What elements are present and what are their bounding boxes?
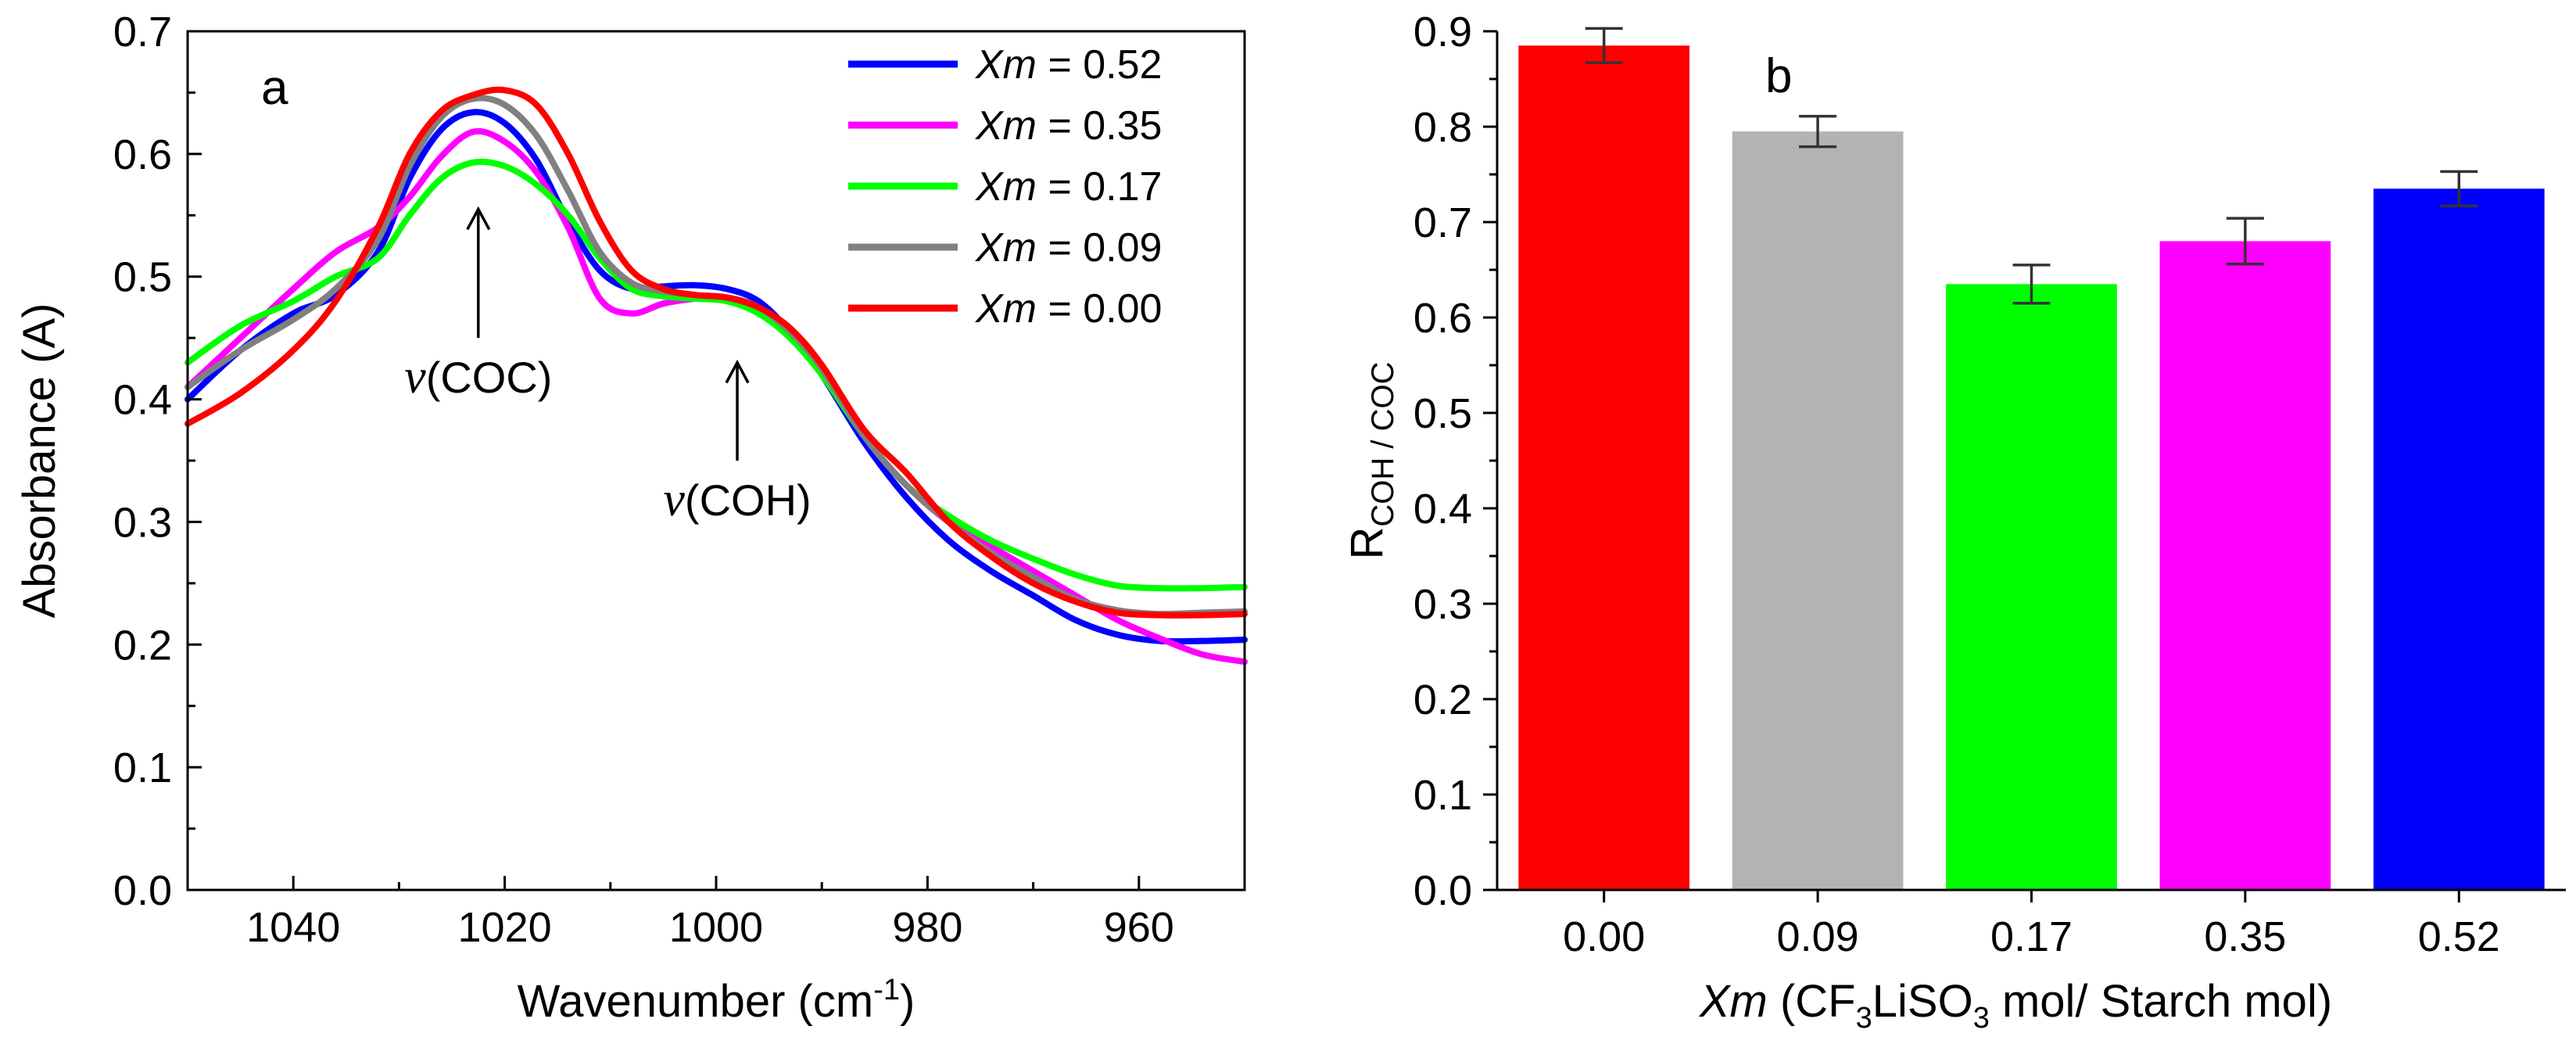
line-series-group: [185, 86, 1248, 666]
y-axis-ticks-b: 0.0 0.1 0.2 0.3 0.4 0.5 0.6 0.7 0.8 0.9: [1413, 9, 1497, 914]
bar-0.17: [1946, 284, 2117, 890]
line-series-0: [185, 109, 1248, 645]
x-tick-label: 1020: [458, 904, 552, 951]
error-bar-group: [1585, 27, 2478, 305]
plot-frame-a: [186, 30, 1246, 892]
legend-a: Xm = 0.52 Xm = 0.35 Xm = 0.17 Xm = 0.09 Xm =…: [848, 42, 1162, 332]
legend-label: Xm = 0.35: [975, 103, 1162, 149]
annotations-a: v(COC) v(COH): [404, 206, 811, 526]
x-tick-label: 0.00: [1563, 913, 1645, 960]
bar-0.00: [1518, 45, 1690, 890]
annotation-label: v(COC): [404, 350, 552, 404]
y-tick-label: 0.4: [113, 377, 172, 424]
bar-group: [1518, 45, 2545, 891]
y-tick-label: 0.1: [1413, 772, 1472, 819]
panel-label-b: b: [1765, 49, 1792, 103]
y-axis-ticks-a: 0.0 0.1 0.2 0.3 0.4 0.5 0.6 0.7: [113, 9, 202, 914]
x-axis-ticks-a: 1040 1020 1000 980 960: [186, 876, 1246, 951]
y-tick-label: 0.5: [1413, 390, 1472, 437]
legend-label: Xm = 0.52: [975, 42, 1162, 88]
y-tick-label: 0.3: [113, 499, 172, 546]
y-axis-title-b: RCOH / COC: [1342, 361, 1400, 559]
annotation-label: v(COH): [663, 473, 811, 526]
line-series-1: [185, 127, 1248, 666]
line-series-2: [185, 158, 1248, 592]
y-tick-label: 0.2: [113, 622, 172, 669]
y-tick-label: 0.7: [1413, 199, 1472, 246]
y-tick-label: 0.1: [113, 744, 172, 791]
y-tick-label: 0.7: [113, 9, 172, 56]
legend-label: Xm = 0.17: [975, 164, 1162, 210]
annotation-arrow-head: [466, 206, 491, 231]
y-tick-label: 0.3: [1413, 581, 1472, 628]
x-axis-ticks-b: 0.00 0.09 0.17 0.35 0.52: [1563, 890, 2500, 960]
x-tick-label: 0.17: [1990, 913, 2073, 960]
panel-a-line-chart: 1040 1020 1000 980 960 0.0 0.1 0.2 0.3 0.4 0.5 0.6…: [14, 9, 1248, 1027]
y-tick-label: 0.6: [1413, 295, 1472, 342]
bar-0.52: [2373, 188, 2545, 891]
x-tick-label: 1040: [246, 904, 340, 951]
x-tick-label: 1000: [669, 904, 763, 951]
x-axis-title-b: Xm (CF3LiSO3 mol/ Starch mol): [1698, 976, 2332, 1035]
bar-0.09: [1732, 131, 1904, 891]
bar-0.35: [2159, 241, 2331, 890]
x-tick-label: 0.09: [1777, 913, 1859, 960]
panel-label-a: a: [261, 61, 288, 115]
y-tick-label: 0.5: [113, 254, 172, 301]
panel-b-bar-chart: 0.00 0.09 0.17 0.35 0.52 0.00.10.20.30.40.50…: [1342, 9, 2566, 1035]
y-tick-label: 0.6: [113, 131, 172, 178]
x-tick-label: 980: [892, 904, 962, 951]
y-tick-label: 0.8: [1413, 104, 1472, 151]
y-tick-label: 0.2: [1413, 676, 1472, 723]
x-tick-label: 0.35: [2204, 913, 2286, 960]
y-tick-label: 0.0: [1413, 867, 1472, 914]
annotation-arrow-head: [725, 359, 750, 384]
y-axis-title-a: Absorbance (A): [14, 303, 65, 619]
legend-label: Xm = 0.09: [975, 225, 1162, 271]
y-tick-label: 0.0: [113, 867, 172, 914]
x-axis-title-a: Wavenumber (cm-1): [518, 974, 915, 1027]
x-tick-label: 0.52: [2418, 913, 2500, 960]
x-tick-label: 960: [1104, 904, 1174, 951]
y-tick-label: 0.4: [1413, 486, 1472, 533]
line-series-4: [185, 86, 1248, 619]
y-tick-label: 0.9: [1413, 9, 1472, 56]
legend-label: Xm = 0.00: [975, 286, 1162, 332]
